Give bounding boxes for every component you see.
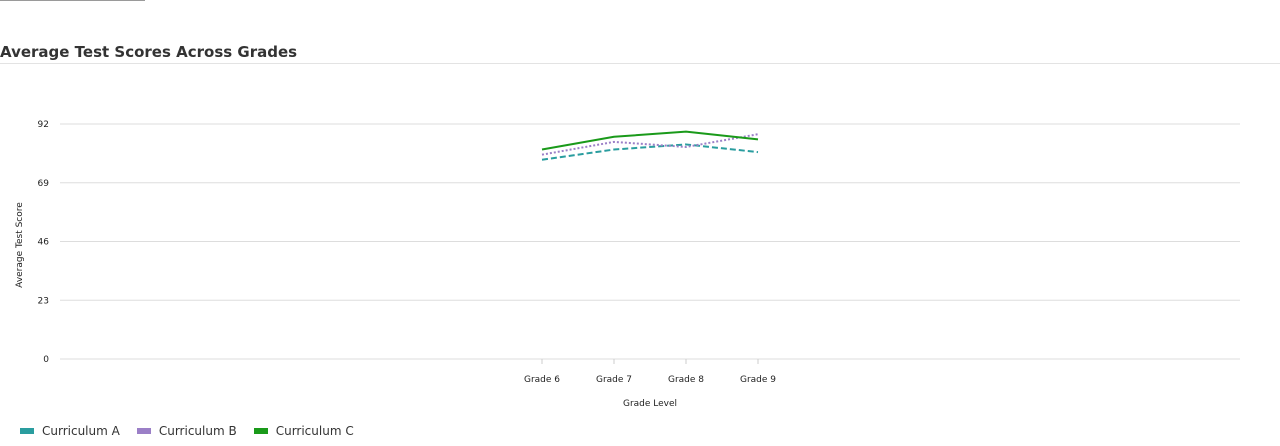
series-line-curriculum-b <box>541 133 759 156</box>
legend-swatch <box>20 428 34 434</box>
legend-swatch <box>136 428 151 434</box>
x-tick-label: Grade 9 <box>740 375 776 385</box>
title-divider <box>0 63 1280 64</box>
chart-title: Average Test Scores Across Grades <box>0 43 298 61</box>
series-line-curriculum-a <box>541 143 759 161</box>
x-tick-labels: Grade 6 Grade 7 Grade 8 Grade 9 <box>524 359 776 385</box>
x-tick-label: Grade 7 <box>596 375 632 385</box>
y-tick-label: 46 <box>38 238 50 248</box>
y-tick-label: 92 <box>38 120 49 130</box>
x-tick-label: Grade 8 <box>668 375 704 385</box>
top-tab-underline <box>0 0 145 1</box>
legend-item[interactable]: Curriculum C <box>253 424 354 438</box>
legend-item[interactable]: Curriculum A <box>20 424 120 438</box>
series-lines <box>541 130 759 161</box>
x-axis-label: Grade Level <box>623 399 677 409</box>
legend-item[interactable]: Curriculum B <box>136 424 237 438</box>
y-axis-label: Average Test Score <box>15 202 25 288</box>
y-tick-label: 0 <box>43 355 49 365</box>
legend-swatch <box>253 428 268 434</box>
series-line-curriculum-c <box>541 130 759 151</box>
legend-label: Curriculum B <box>158 424 237 438</box>
grid-lines <box>60 123 1240 360</box>
legend: Curriculum A Curriculum B Curriculum C <box>20 424 354 438</box>
legend-label: Curriculum A <box>42 424 120 438</box>
y-tick-labels: 0 23 46 69 92 <box>38 120 50 365</box>
y-tick-label: 23 <box>38 296 49 306</box>
y-tick-label: 69 <box>38 179 50 189</box>
x-tick-label: Grade 6 <box>524 375 560 385</box>
legend-label: Curriculum C <box>275 424 354 438</box>
